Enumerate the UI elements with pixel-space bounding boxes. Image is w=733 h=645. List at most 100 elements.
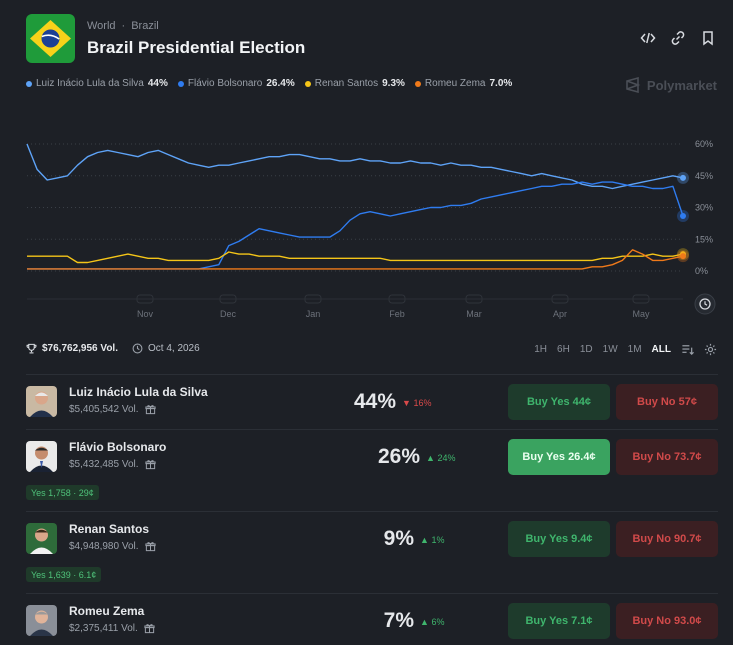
y-tick-label: 15% (695, 234, 713, 244)
time-range-selector: 1H 6H 1D 1W 1M ALL (534, 343, 717, 356)
breadcrumb: World · Brazil (87, 20, 159, 32)
candidate-name: Flávio Bolsonaro (69, 440, 167, 454)
legend-pct: 44% (147, 78, 168, 89)
series-line-3 (27, 249, 684, 270)
avatar-zema (26, 605, 57, 636)
buy-no-button[interactable]: Buy No 73.7¢ (616, 439, 718, 475)
timer-clock-hand (704, 301, 708, 306)
buy-yes-button[interactable]: Buy Yes 7.1¢ (508, 603, 610, 639)
timer-clock-icon (699, 298, 711, 310)
link-icon[interactable] (670, 30, 686, 46)
bookmark-icon[interactable] (700, 30, 716, 46)
gift-icon[interactable] (144, 459, 156, 470)
outcome-row-zema[interactable]: Romeu Zema $2,375,411 Vol. 7% ▲ 6% Buy Y… (26, 593, 718, 645)
outcome-row-santos[interactable]: Renan Santos $4,948,980 Vol. 9% ▲ 1% Buy… (26, 511, 718, 593)
up-arrow-icon: ▲ (420, 535, 429, 545)
price-change-value: 6% (431, 617, 445, 627)
price-change: ▲ 24% (426, 453, 455, 463)
series-line-2 (27, 251, 684, 264)
breadcrumb-country[interactable]: Brazil (131, 20, 159, 32)
buy-yes-button[interactable]: Buy Yes 26.4¢ (508, 439, 610, 475)
price-change: ▲ 1% (420, 535, 444, 545)
candidate-percent: 44% (353, 390, 396, 413)
end-date: Oct 4, 2026 (147, 343, 200, 354)
series-end-point-1 (680, 212, 686, 219)
legend-dot (304, 80, 311, 87)
position-tag[interactable]: Yes 1,758 · 29¢ (26, 485, 99, 500)
candidate-name: Luiz Inácio Lula da Silva (69, 385, 208, 399)
y-tick-label: 60% (695, 139, 713, 149)
market-header: World · Brazil Brazil Presidential Electio… (26, 14, 716, 64)
position-tag[interactable]: Yes 1,639 · 6.1¢ (26, 567, 102, 582)
legend-pct: 9.3% (382, 78, 405, 89)
outcome-row-lula[interactable]: Luiz Inácio Lula da Silva $5,405,542 Vol… (26, 374, 718, 429)
legend-pct: 7.0% (489, 78, 513, 89)
range-1h[interactable]: 1H (534, 344, 548, 355)
embed-code-icon[interactable] (640, 30, 656, 46)
candidate-name: Romeu Zema (69, 604, 145, 618)
x-tick-label: Dec (220, 309, 237, 319)
up-arrow-icon: ▲ (420, 617, 429, 627)
polymarket-logo: Polymarket (625, 77, 717, 93)
total-volume: $76,762,956 Vol. (42, 343, 118, 354)
range-1w[interactable]: 1W (602, 344, 618, 355)
price-change: ▼ 16% (402, 398, 431, 408)
x-tick-label: Nov (137, 309, 154, 319)
x-tick-label: Apr (553, 309, 567, 319)
legend-dot (414, 80, 421, 87)
avatar-santos (26, 523, 57, 554)
settings-gear-icon[interactable] (704, 343, 717, 356)
legend-dot (177, 80, 184, 87)
x-tick-label: May (632, 309, 650, 319)
page-title: Brazil Presidential Election (87, 38, 306, 57)
legend-name: Romeu Zema (424, 78, 486, 89)
price-history-chart[interactable]: 60% 45% 30% 15% 0% Nov Dec Jan Feb Mar Apr May (0, 130, 733, 330)
series-line-0 (26, 143, 684, 190)
gift-icon[interactable] (144, 541, 156, 552)
price-change: ▲ 6% (420, 617, 444, 627)
legend-item-lula: Luiz Inácio Lula da Silva 44% (26, 78, 168, 89)
price-change-value: 1% (431, 535, 445, 545)
chart-legend: Luiz Inácio Lula da Silva 44% Flávio Bol… (26, 78, 512, 89)
gift-icon[interactable] (144, 623, 155, 634)
price-change-value: 24% (437, 453, 456, 463)
x-tick-label: Feb (389, 309, 405, 319)
y-tick-label: 30% (695, 203, 713, 213)
x-tick-label: Mar (466, 309, 482, 319)
down-arrow-icon: ▼ (402, 398, 411, 408)
range-1d[interactable]: 1D (579, 344, 593, 355)
legend-item-bolsonaro: Flávio Bolsonaro 26.4% (177, 78, 295, 89)
buy-yes-button[interactable]: Buy Yes 44¢ (508, 384, 610, 420)
y-tick-label: 0% (695, 266, 708, 276)
polymarket-logo-icon (626, 77, 641, 93)
market-stats: $76,762,956 Vol. Oct 4, 2026 (26, 343, 200, 354)
avatar-bolsonaro (26, 441, 57, 472)
buy-no-button[interactable]: Buy No 90.7¢ (616, 521, 718, 557)
legend-pct: 26.4% (266, 78, 295, 89)
buy-no-button[interactable]: Buy No 93.0¢ (616, 603, 718, 639)
legend-dot (26, 80, 32, 87)
legend-name: Renan Santos (314, 78, 379, 89)
legend-item-santos: Renan Santos 9.3% (304, 78, 405, 89)
candidate-volume: $4,948,980 Vol. (69, 541, 139, 552)
breadcrumb-world[interactable]: World (87, 20, 116, 32)
series-end-point-0 (680, 174, 686, 181)
candidate-percent: 9% (383, 527, 414, 550)
range-1m[interactable]: 1M (627, 344, 642, 355)
range-all[interactable]: ALL (651, 344, 671, 355)
gift-icon[interactable] (144, 404, 156, 415)
candidate-volume: $2,375,411 Vol. (69, 623, 138, 634)
buy-yes-button[interactable]: Buy Yes 9.4¢ (508, 521, 610, 557)
range-6h[interactable]: 6H (557, 344, 570, 355)
price-change-value: 16% (413, 398, 432, 408)
brazil-flag-icon (26, 14, 75, 63)
clock-icon (132, 343, 143, 354)
legend-item-zema: Romeu Zema 7.0% (414, 78, 513, 89)
candidate-percent: 7% (383, 609, 414, 632)
candidate-name: Renan Santos (69, 522, 150, 536)
outcome-row-bolsonaro[interactable]: Flávio Bolsonaro $5,432,485 Vol. 26% ▲ 2… (26, 429, 718, 511)
x-tick-label: Jan (306, 309, 321, 319)
candidate-volume: $5,405,542 Vol. (69, 404, 139, 415)
buy-no-button[interactable]: Buy No 57¢ (616, 384, 718, 420)
chart-filter-icon[interactable] (681, 343, 694, 356)
